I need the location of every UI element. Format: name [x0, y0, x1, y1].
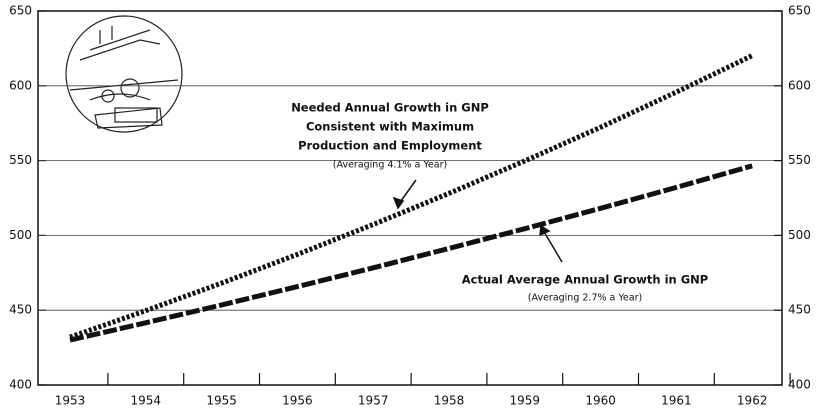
y2-tick-label: 650 [788, 4, 811, 18]
y2-tick-label: 400 [788, 378, 811, 392]
line-series [70, 166, 752, 340]
x-tick-label: 1962 [737, 394, 768, 408]
x-tick-label: 1958 [434, 394, 465, 408]
x-tick-label: 1956 [282, 394, 313, 408]
annotation: Needed Annual Growth in GNP [291, 101, 489, 115]
annotation: Consistent with Maximum [306, 120, 474, 134]
y-tick-label: 600 [9, 78, 32, 92]
y-tick-label: 450 [9, 303, 32, 317]
x-tick-label: 1959 [510, 394, 541, 408]
x-tick-label: 1957 [358, 394, 389, 408]
x-tick-label: 1953 [55, 394, 86, 408]
chart: 400 450 500 550 600 650 400 450 500 550 600 650 1953… [0, 0, 822, 413]
x-tick-label: 1955 [206, 394, 237, 408]
y-tick-label: 550 [9, 153, 32, 167]
y2-tick-label: 500 [788, 228, 811, 242]
annotation: Actual Average Annual Growth in GNP [462, 273, 708, 287]
illustration [66, 16, 182, 132]
x-tick-label: 1954 [131, 394, 162, 408]
y2-tick-label: 450 [788, 303, 811, 317]
x-tick-label: 1961 [661, 394, 692, 408]
y-tick-label: 400 [9, 378, 32, 392]
annotation-arrows [394, 180, 562, 262]
annotation: (Averaging 2.7% a Year) [528, 293, 642, 304]
annotation: (Averaging 4.1% a Year) [333, 160, 447, 171]
y2-tick-label: 600 [788, 78, 811, 92]
y-tick-label: 650 [9, 4, 32, 18]
annotation: Production and Employment [298, 139, 482, 153]
x-tick-label: 1960 [585, 394, 616, 408]
y-tick-label: 500 [9, 228, 32, 242]
y2-tick-label: 550 [788, 153, 811, 167]
plot-frame [38, 11, 782, 385]
